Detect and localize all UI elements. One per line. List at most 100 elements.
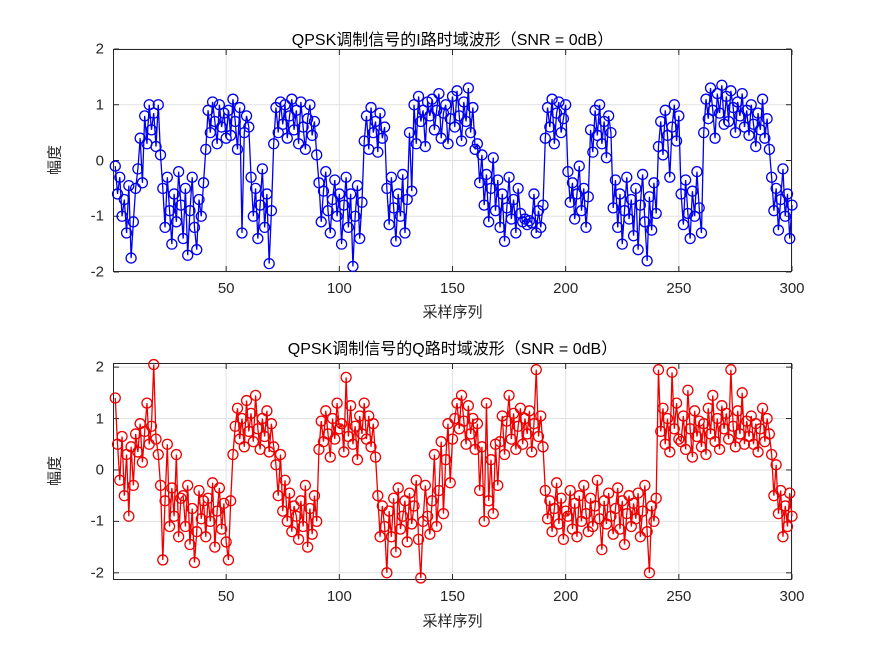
data-point-marker: [777, 163, 789, 175]
data-point-marker: [179, 182, 192, 195]
data-point-marker: [646, 224, 658, 236]
data-point-marker: [157, 554, 169, 566]
data-point-marker: [215, 523, 228, 535]
data-point-marker: [673, 110, 685, 122]
data-point-marker: [191, 526, 203, 538]
data-point-marker: [145, 420, 158, 432]
data-point-marker: [621, 171, 633, 183]
data-point-marker: [707, 104, 719, 116]
data-point-marker: [503, 171, 515, 183]
data-point-marker: [632, 487, 644, 499]
data-point-marker: [132, 446, 144, 458]
data-point-marker: [324, 451, 336, 463]
data-point-marker: [600, 152, 613, 164]
data-point-marker: [365, 101, 377, 114]
data-point-marker: [249, 389, 262, 402]
data-point-marker: [369, 451, 382, 463]
data-point-marker: [274, 448, 287, 461]
data-point-marker: [614, 523, 626, 535]
data-point-marker: [582, 191, 594, 203]
data-point-marker: [761, 412, 773, 425]
data-point-marker: [677, 218, 690, 231]
data-point-marker: [462, 400, 474, 412]
data-point-marker: [299, 479, 312, 492]
data-point-marker: [211, 138, 223, 150]
data-point-marker: [329, 433, 341, 445]
data-point-marker: [301, 541, 314, 553]
data-point-marker: [218, 497, 230, 510]
data-point-marker: [528, 418, 540, 430]
data-point-marker: [655, 115, 667, 128]
data-point-marker: [553, 518, 565, 530]
data-point-marker: [756, 93, 769, 105]
subplot1-ylabel: 幅度: [46, 144, 64, 176]
data-point-marker: [159, 495, 171, 507]
data-point-marker: [779, 210, 791, 222]
data-point-marker: [489, 205, 502, 217]
data-point-marker: [435, 132, 447, 144]
data-point-marker: [281, 515, 293, 528]
data-point-marker: [546, 526, 558, 538]
data-point-marker: [372, 490, 384, 502]
data-point-marker: [539, 484, 551, 497]
data-point-marker: [421, 510, 434, 522]
data-point-marker: [206, 96, 219, 108]
data-point-marker: [268, 441, 280, 453]
data-point-marker: [535, 221, 547, 234]
data-point-marker: [326, 193, 339, 206]
data-point-marker: [301, 113, 314, 125]
data-point-marker: [652, 364, 665, 376]
data-point-marker: [236, 412, 248, 425]
data-point-marker: [326, 412, 339, 425]
data-point-marker: [784, 487, 796, 499]
subplot2-title: QPSK调制信号的Q路时域波形（SNR = 0dB）: [287, 341, 618, 358]
data-point-marker: [616, 238, 628, 250]
data-point-marker: [446, 433, 459, 445]
data-point-marker: [209, 541, 221, 553]
data-point-marker: [517, 438, 529, 450]
data-point-marker: [618, 538, 631, 551]
data-point-marker: [786, 510, 798, 522]
x-tick-label: 300: [779, 588, 805, 605]
data-point-marker: [166, 238, 178, 250]
data-point-marker: [412, 533, 425, 546]
data-point-marker: [215, 121, 228, 133]
data-point-marker: [745, 99, 757, 111]
data-point-marker: [202, 492, 214, 504]
data-point-marker: [666, 121, 678, 133]
data-point-marker: [234, 101, 246, 114]
data-point-marker: [347, 438, 359, 450]
data-point-marker: [707, 389, 719, 402]
data-point-marker: [686, 185, 699, 197]
y-tick-label: 1: [95, 410, 104, 428]
data-point-marker: [686, 451, 699, 463]
data-point-marker: [329, 174, 341, 186]
data-point-marker: [621, 508, 633, 520]
data-point-marker: [772, 224, 785, 236]
signal-line: [114, 364, 793, 578]
data-point-marker: [182, 249, 194, 261]
data-point-marker: [670, 397, 683, 409]
axes-border: [113, 363, 792, 580]
y-tick-label: 0: [95, 152, 104, 169]
data-point-marker: [612, 482, 624, 494]
data-point-marker: [166, 482, 178, 494]
data-point-marker: [428, 124, 441, 136]
data-point-marker: [148, 358, 160, 371]
data-point-marker: [664, 446, 676, 458]
data-point-marker: [163, 520, 176, 533]
data-point-marker: [492, 479, 504, 492]
data-point-marker: [431, 104, 443, 116]
data-point-marker: [587, 146, 599, 158]
data-point-marker: [419, 479, 431, 492]
data-point-marker: [727, 420, 739, 432]
data-point-marker: [670, 135, 683, 147]
data-point-marker: [315, 415, 327, 427]
data-point-marker: [756, 402, 769, 414]
data-point-marker: [453, 110, 465, 122]
data-point-marker: [265, 205, 278, 217]
data-point-marker: [114, 474, 126, 486]
data-point-marker: [240, 110, 253, 122]
data-point-marker: [349, 420, 361, 432]
data-point-marker: [464, 126, 477, 139]
